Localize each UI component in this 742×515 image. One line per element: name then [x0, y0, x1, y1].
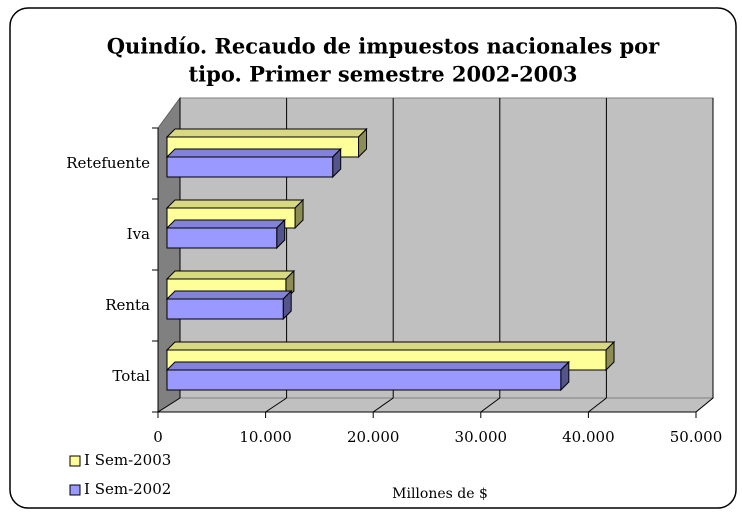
bar — [165, 360, 571, 392]
y-tick-label: Retefuente — [66, 154, 150, 172]
grid-line — [265, 397, 287, 413]
y-tick-label: Renta — [105, 296, 150, 314]
x-tick-label: 0 — [153, 428, 163, 446]
bar-face — [165, 341, 616, 351]
bar-face — [165, 361, 571, 371]
x-tick-label: 30.000 — [455, 428, 508, 446]
bar-face — [166, 369, 562, 391]
bar — [165, 289, 293, 321]
bar-face — [166, 298, 284, 320]
grid-line — [588, 397, 607, 413]
grid-line — [695, 397, 714, 413]
x-tick-label: 20.000 — [347, 428, 400, 446]
legend-swatch — [69, 455, 81, 467]
bar-face — [165, 290, 293, 300]
bar-face — [165, 148, 342, 158]
chart-title: tipo. Primer semestre 2002-2003 — [188, 62, 577, 87]
legend-label: I Sem-2003 — [84, 451, 171, 469]
grid-line — [372, 397, 394, 413]
bar-face — [165, 128, 368, 138]
bar-face — [166, 156, 334, 178]
bar-face — [165, 199, 305, 209]
x-tick-label: 50.000 — [670, 428, 723, 446]
y-tick-label: Total — [112, 367, 150, 385]
bar-face — [166, 227, 278, 249]
legend-swatch — [69, 484, 81, 496]
bar-face — [165, 270, 296, 280]
bar — [165, 218, 286, 250]
x-tick-label: 10.000 — [239, 428, 292, 446]
x-axis-label: Millones de $ — [392, 486, 488, 502]
chart-title: Quindío. Recaudo de impuestos nacionales… — [107, 34, 660, 59]
y-tick-label: Iva — [127, 225, 150, 243]
x-tick-label: 40.000 — [562, 428, 615, 446]
floor — [156, 397, 715, 413]
grid-line — [157, 397, 181, 413]
bar — [165, 147, 342, 179]
legend-label: I Sem-2002 — [84, 480, 171, 498]
grid-line — [480, 397, 501, 413]
bar-face — [165, 219, 286, 229]
